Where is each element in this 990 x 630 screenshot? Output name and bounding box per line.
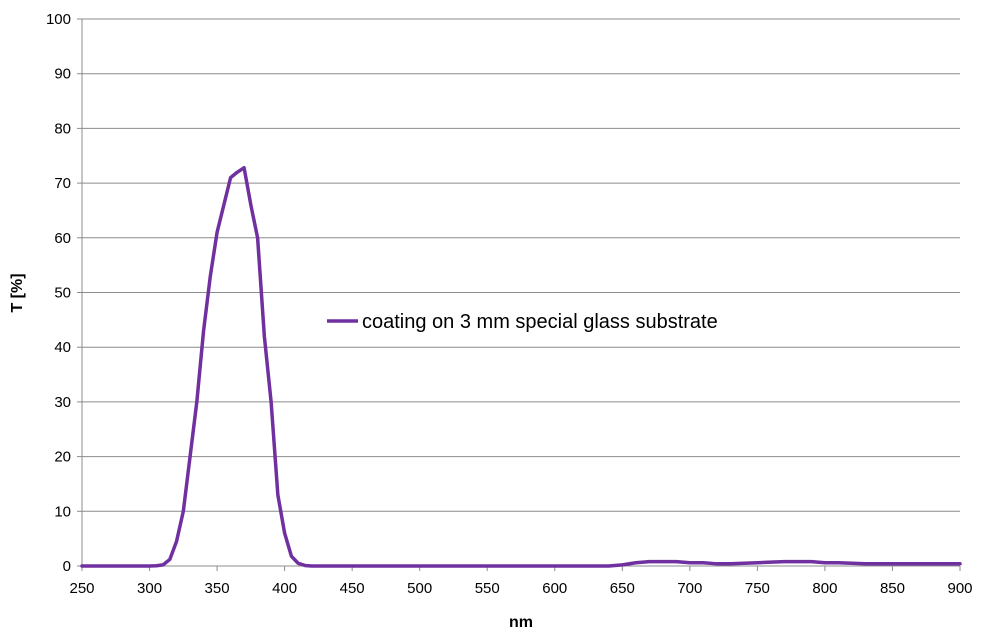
tick-labels: 0 10 20 30 40 50 60 70 80 90 100 250 300 350 400 450 500… [46,11,973,597]
series-lines [80,166,962,568]
y-tick-label: 90 [54,66,71,83]
x-tick-label: 550 [475,580,500,597]
y-tick-label: 50 [54,285,71,302]
x-tick-label: 600 [542,580,567,597]
y-tick-label: 70 [54,175,71,192]
x-tick-label: 750 [745,580,770,597]
legend: coating on 3 mm special glass substrate [327,311,718,333]
y-tick-label: 20 [54,449,71,466]
x-tick-label: 700 [677,580,702,597]
x-tick-label: 800 [812,580,837,597]
y-tick-label: 30 [54,394,71,411]
y-tick-label: 10 [54,503,71,520]
legend-label: coating on 3 mm special glass substrate [362,311,718,333]
y-tick-label: 80 [54,120,71,137]
x-tick-label: 300 [137,580,162,597]
y-axis-title: T [%] [9,273,26,312]
x-tick-label: 250 [69,580,94,597]
x-tick-label: 650 [610,580,635,597]
x-axis-title: nm [509,614,533,630]
y-tick-label: 0 [63,558,71,575]
x-tick-label: 900 [947,580,972,597]
y-tick-label: 100 [46,11,71,28]
x-tick-label: 400 [272,580,297,597]
x-tick-label: 350 [205,580,230,597]
x-tick-label: 450 [340,580,365,597]
y-tick-label: 40 [54,339,71,356]
x-tick-label: 500 [407,580,432,597]
series-line [80,166,962,568]
x-tick-label: 850 [880,580,905,597]
y-tick-label: 60 [54,230,71,247]
